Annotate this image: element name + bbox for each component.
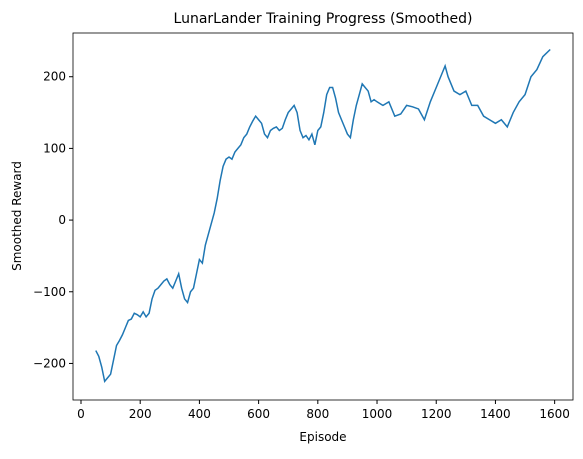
chart-title: LunarLander Training Progress (Smoothed) <box>174 11 473 27</box>
x-tick-label: 1000 <box>362 407 393 421</box>
y-tick-label: −100 <box>33 285 66 299</box>
y-tick-label: 200 <box>43 70 66 84</box>
x-axis-label: Episode <box>299 430 346 444</box>
x-tick-label: 1600 <box>539 407 570 421</box>
y-tick-label: 0 <box>58 213 66 227</box>
x-tick-label: 600 <box>247 407 270 421</box>
x-tick-label: 400 <box>188 407 211 421</box>
x-tick-label: 1400 <box>480 407 511 421</box>
y-tick-label: −200 <box>33 356 66 370</box>
x-tick-label: 200 <box>129 407 152 421</box>
y-tick-label: 100 <box>43 141 66 155</box>
x-tick-label: 800 <box>306 407 329 421</box>
y-axis-label: Smoothed Reward <box>10 161 24 271</box>
x-tick-label: 1200 <box>421 407 452 421</box>
plot-frame <box>72 32 574 401</box>
x-tick-label: 0 <box>77 407 85 421</box>
line-series <box>95 48 551 384</box>
